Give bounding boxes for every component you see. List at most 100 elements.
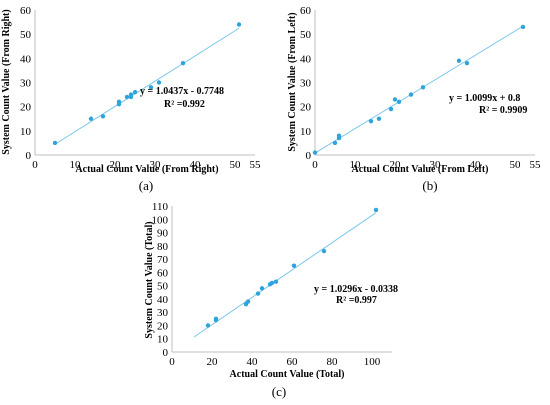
y-tick-label: 30 <box>157 307 169 319</box>
panel-caption: (c) <box>272 384 286 399</box>
y-tick-label: 20 <box>20 102 32 114</box>
chart-panel-a: 0 10 20 30 40 50 55 0 10 20 30 40 50 60 y = 1.0437x - … <box>1 5 261 193</box>
y-tick-label: 20 <box>300 102 312 114</box>
x-tick-label: 0 <box>312 159 318 171</box>
y-tick-label: 60 <box>300 5 312 17</box>
x-tick-label: 60 <box>287 356 299 368</box>
x-tick-label: 20 <box>390 159 402 171</box>
x-tick-label: 50 <box>230 159 242 171</box>
data-point <box>408 92 414 97</box>
y-tick-label: 70 <box>157 254 169 266</box>
data-point <box>376 116 382 121</box>
x-tick-label: 30 <box>150 159 162 171</box>
data-point <box>124 94 130 100</box>
y-axis-title: System Count Value (From Left) <box>287 12 298 151</box>
y-tick-label: 40 <box>300 53 312 65</box>
data-point <box>464 60 470 66</box>
r-squared-label: R² =0.992 <box>164 99 205 110</box>
data-point <box>388 106 394 112</box>
y-tick-label: 50 <box>157 281 169 293</box>
y-tick-label: 50 <box>300 29 312 41</box>
x-tick-label: 55 <box>530 159 542 171</box>
x-tick-label: 40 <box>190 159 202 171</box>
y-tick-label: 100 <box>152 214 169 226</box>
data-point <box>116 99 122 105</box>
y-tick-label: 40 <box>157 294 169 306</box>
data-point <box>205 323 211 328</box>
y-tick-label: 30 <box>20 78 32 90</box>
data-point <box>269 280 275 286</box>
x-tick-label: 40 <box>470 159 482 171</box>
data-point <box>291 263 297 268</box>
data-point <box>420 85 426 90</box>
panel-caption: (b) <box>422 178 437 193</box>
x-tick-label: 20 <box>207 356 219 368</box>
x-tick-label: 0 <box>169 356 175 368</box>
x-tick-label: 0 <box>32 159 38 171</box>
data-point <box>368 118 374 124</box>
y-tick-label: 50 <box>20 29 32 41</box>
y-tick-label: 0 <box>26 150 32 162</box>
data-point <box>336 133 342 138</box>
y-tick-label: 90 <box>157 228 169 240</box>
data-point <box>321 248 327 254</box>
trendline <box>193 212 377 338</box>
data-point <box>213 316 219 322</box>
x-axis-title: Actual Count Value (From Left) <box>351 164 488 175</box>
data-point <box>259 286 265 291</box>
data-point <box>396 99 402 105</box>
data-point <box>255 291 261 296</box>
data-point <box>132 89 138 95</box>
data-point <box>332 140 338 146</box>
x-axis-title: Actual Count Value (Total) <box>230 369 345 380</box>
data-point <box>392 97 398 102</box>
x-tick-label: 80 <box>327 356 339 368</box>
trendline-equation: y = 1.0099x + 0.8 <box>449 93 520 104</box>
y-tick-label: 0 <box>163 347 169 359</box>
y-axis-title: System Count Value (Total) <box>144 221 155 338</box>
y-tick-label: 110 <box>152 201 169 213</box>
trendline <box>54 27 240 145</box>
data-point <box>245 299 251 304</box>
y-tick-label: 40 <box>20 53 32 65</box>
x-tick-label: 50 <box>510 159 522 171</box>
x-tick-label: 40 <box>247 356 259 368</box>
y-tick-label: 0 <box>306 150 312 162</box>
panel-caption: (a) <box>139 178 153 193</box>
y-tick-label: 60 <box>20 5 32 17</box>
data-point <box>236 22 242 27</box>
trendline-equation: y = 1.0437x - 0.7748 <box>140 86 224 97</box>
data-point <box>312 150 318 155</box>
x-tick-label: 100 <box>364 356 381 368</box>
x-tick-label: 20 <box>110 159 122 171</box>
data-point <box>52 140 58 146</box>
y-tick-label: 10 <box>157 334 169 346</box>
y-axis-title: System Count Value (From Right) <box>1 9 12 154</box>
y-tick-label: 30 <box>300 78 312 90</box>
y-tick-label: 80 <box>157 241 169 253</box>
data-point <box>520 24 526 30</box>
data-point <box>373 207 379 213</box>
data-point <box>456 58 462 63</box>
x-tick-label: 10 <box>70 159 82 171</box>
data-point <box>88 116 94 121</box>
x-tick-label: 55 <box>250 159 262 171</box>
x-axis-title: Actual Count Value (From Right) <box>75 164 218 175</box>
trendline <box>314 25 524 154</box>
data-point <box>128 92 134 97</box>
r-squared-label: R² =0.997 <box>336 295 377 306</box>
data-point <box>273 279 279 284</box>
data-point <box>156 80 162 85</box>
r-squared-label: R² = 0.9909 <box>479 105 527 116</box>
chart-panel-b: 0 10 20 30 40 50 55 0 10 20 30 40 50 60 y = 1.0099x + … <box>287 5 541 193</box>
x-tick-label: 30 <box>430 159 442 171</box>
x-tick-label: 10 <box>350 159 362 171</box>
y-tick-label: 20 <box>157 320 169 332</box>
trendline-equation: y = 1.0296x - 0.0338 <box>314 284 398 295</box>
y-tick-label: 60 <box>157 267 169 279</box>
data-point <box>180 60 186 66</box>
y-tick-label: 10 <box>20 126 32 138</box>
y-tick-label: 10 <box>300 126 312 138</box>
